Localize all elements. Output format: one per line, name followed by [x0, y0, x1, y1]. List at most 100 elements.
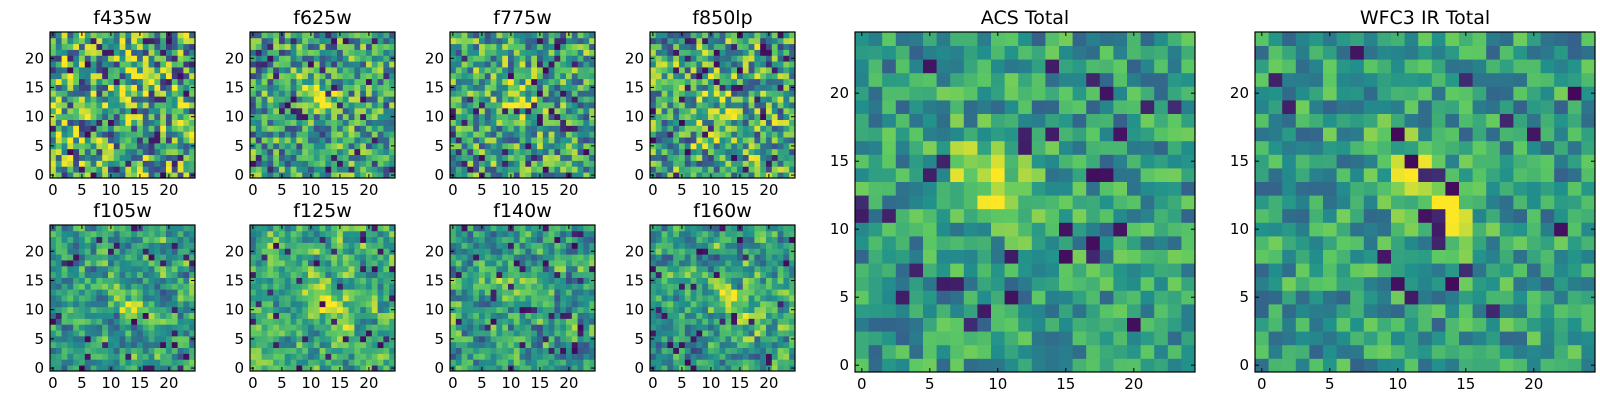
heatmap-cell [296, 102, 303, 109]
heatmap-cell [542, 78, 549, 85]
heatmap-cell [566, 84, 573, 91]
heatmap-cell [171, 295, 178, 302]
heatmap-cell [84, 248, 91, 255]
heatmap-cell [177, 254, 184, 261]
heatmap-cell [166, 125, 173, 132]
heatmap-cell [708, 125, 715, 132]
heatmap-cell [560, 260, 567, 267]
heatmap-cell [79, 283, 86, 290]
heatmap-cell [589, 359, 596, 366]
heatmap-cell [771, 49, 778, 56]
heatmap-cell [719, 67, 726, 74]
heatmap-cell [667, 43, 674, 50]
heatmap-cell [166, 166, 173, 173]
heatmap-cell [583, 353, 590, 360]
heatmap-cell [360, 289, 367, 296]
heatmap-cell [690, 172, 697, 179]
heatmap-cell [777, 55, 784, 62]
heatmap-cell [119, 72, 126, 80]
heatmap-cell [67, 341, 74, 349]
heatmap-cell [548, 225, 555, 232]
heatmap-cell [537, 283, 544, 290]
heatmap-cell [748, 61, 755, 68]
heatmap-cell [725, 335, 732, 343]
heatmap-cell [348, 318, 355, 325]
heatmap-cell [450, 61, 457, 68]
heatmap-cell [461, 330, 468, 337]
heatmap-cell [731, 341, 738, 349]
heatmap-cell [84, 96, 91, 103]
heatmap-cell [125, 271, 132, 278]
heatmap-cell [148, 236, 155, 243]
heatmap-cell [748, 365, 755, 372]
heatmap-cell [302, 166, 309, 173]
heatmap-cell [113, 330, 120, 337]
heatmap-cell [154, 330, 161, 337]
heatmap-cell [766, 84, 773, 91]
heatmap-cell [273, 324, 280, 331]
heatmap-cell [348, 84, 355, 91]
heatmap-cell [531, 142, 538, 150]
heatmap-cell [571, 248, 578, 255]
heatmap-cell [137, 295, 144, 302]
heatmap-cell [702, 55, 709, 62]
heatmap-cell [560, 242, 567, 249]
heatmap-cell [348, 55, 355, 62]
heatmap-cell [383, 347, 390, 354]
heatmap-cell [119, 254, 126, 261]
heatmap-cell [154, 32, 161, 39]
heatmap-cell [61, 160, 68, 167]
heatmap-cell [719, 49, 726, 56]
heatmap-cell [342, 289, 349, 296]
heatmap-cell [79, 119, 86, 126]
heatmap-cell [760, 324, 767, 331]
heatmap-cell [496, 84, 503, 91]
heatmap-cell [131, 148, 138, 156]
heatmap-cell [742, 90, 749, 97]
heatmap-cell [690, 119, 697, 126]
heatmap-cell [766, 347, 773, 354]
heatmap-cell [760, 96, 767, 103]
heatmap-cell [583, 119, 590, 126]
heatmap-cell [313, 248, 320, 255]
heatmap-cell [777, 300, 784, 308]
heatmap-cell [171, 32, 178, 39]
heatmap-cell [661, 353, 668, 360]
heatmap-cell [525, 142, 532, 150]
heatmap-cell [560, 295, 567, 302]
heatmap-cell [737, 160, 744, 167]
heatmap-cell [789, 289, 796, 296]
heatmap-cell [154, 306, 161, 313]
heatmap-cell [571, 67, 578, 74]
heatmap-cell [519, 248, 526, 255]
heatmap-cell [513, 113, 520, 120]
heatmap-cell [331, 160, 338, 167]
heatmap-cell [708, 96, 715, 103]
heatmap-cell [461, 119, 468, 126]
heatmap-cell [371, 43, 378, 50]
heatmap-cell [467, 242, 474, 249]
heatmap-cell [325, 137, 332, 144]
heatmap-cell [673, 67, 680, 74]
heatmap-cell [490, 300, 497, 308]
heatmap-cell [119, 107, 126, 115]
heatmap-cell [267, 49, 274, 56]
heatmap-cell [171, 335, 178, 343]
heatmap-cell [748, 347, 755, 354]
heatmap-cell [789, 78, 796, 85]
heatmap-cell [313, 289, 320, 296]
heatmap-cell [655, 306, 662, 313]
heatmap-cell [702, 353, 709, 360]
heatmap-cell [102, 359, 109, 366]
heatmap-cell [484, 125, 491, 132]
heatmap-cell [177, 166, 184, 173]
heatmap-cell [55, 330, 62, 337]
heatmap-cell [531, 289, 538, 296]
heatmap-cell [571, 49, 578, 56]
heatmap-cell [467, 248, 474, 255]
heatmap-cell [360, 353, 367, 360]
heatmap-cell [337, 359, 344, 366]
heatmap-cell [484, 312, 491, 319]
heatmap-cell [302, 172, 309, 179]
heatmap-cell [142, 312, 149, 319]
